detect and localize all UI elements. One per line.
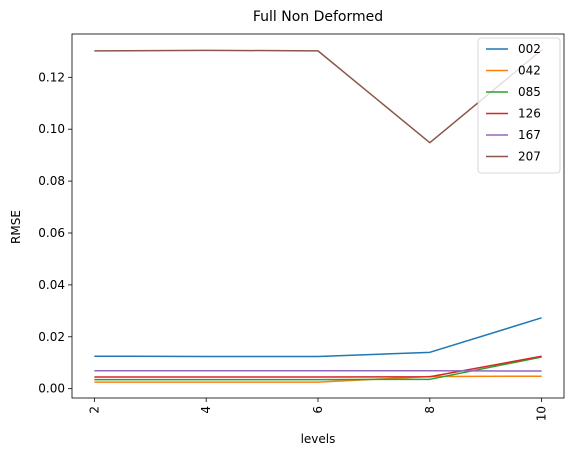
legend-label-126: 126 <box>518 107 541 121</box>
y-tick-label: 0.08 <box>38 174 65 188</box>
legend-label-002: 002 <box>518 42 541 56</box>
x-tick-label: 10 <box>535 406 549 421</box>
y-tick-label: 0.02 <box>38 330 65 344</box>
y-tick-label: 0.00 <box>38 382 65 396</box>
plot-area: 2 4 6 8 10 0.00 0.02 0.04 0.06 0.08 0.10 0.12 002 042… <box>38 33 565 421</box>
x-tick-label: 8 <box>423 406 437 414</box>
legend-box <box>477 37 561 174</box>
y-tick-label: 0.06 <box>38 226 65 240</box>
legend-label-042: 042 <box>518 64 541 78</box>
y-tick-label: 0.10 <box>38 122 65 136</box>
series-line-126 <box>94 355 542 378</box>
legend-label-167: 167 <box>518 128 541 142</box>
y-tick-label: 0.04 <box>38 278 65 292</box>
legend-label-085: 085 <box>518 85 541 99</box>
legend-label-207: 207 <box>518 150 541 164</box>
series-line-085 <box>94 356 542 381</box>
series-line-207 <box>94 49 543 144</box>
x-tick-label: 4 <box>199 406 213 414</box>
series-line-042 <box>94 375 542 383</box>
x-tick-label: 6 <box>311 406 325 414</box>
legend: 002 042 085 126 167 207 <box>477 37 561 174</box>
series-line-002 <box>94 317 542 358</box>
y-axis-label: RMSE <box>9 210 23 244</box>
y-tick-label: 0.12 <box>38 70 65 84</box>
x-axis-label: levels <box>301 432 336 446</box>
x-tick-label: 2 <box>87 406 101 414</box>
chart-title: Full Non Deformed <box>253 9 383 25</box>
